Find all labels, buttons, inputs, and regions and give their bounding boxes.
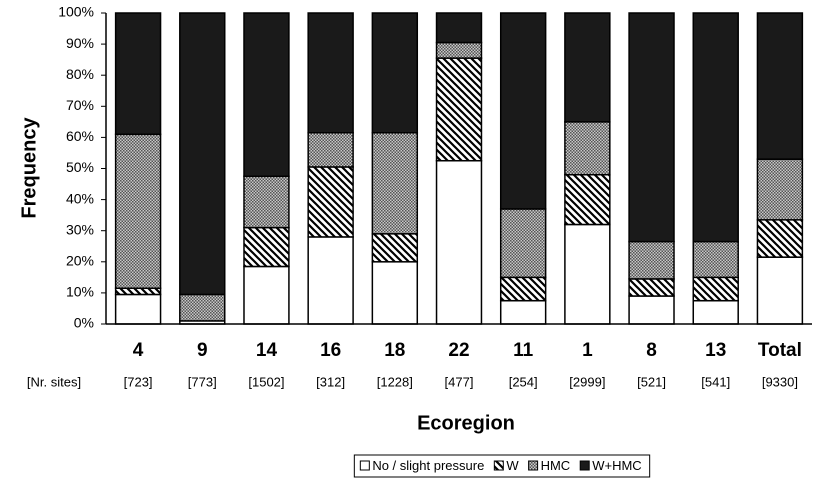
legend-swatch [359, 460, 370, 471]
y-tick-label: 30% [66, 221, 94, 237]
x-tick-label: Total [758, 340, 802, 361]
legend: No / slight pressure W HMC W+HMC [353, 454, 651, 478]
bar-segment [371, 233, 419, 263]
y-tick-label: 50% [66, 159, 94, 175]
x-tick-label: 8 [646, 340, 657, 361]
site-count: [312] [316, 374, 345, 389]
x-tick-label: 9 [197, 340, 208, 361]
legend-label: No / slight pressure [372, 458, 484, 473]
bar-segment [756, 256, 804, 325]
x-tick-label: 11 [513, 340, 534, 361]
bar-segment [628, 295, 675, 325]
y-axis-title: Frequency [18, 117, 40, 219]
site-count: [1502] [248, 374, 284, 389]
bar-segment [756, 219, 804, 258]
bar-segment [435, 57, 483, 162]
bar-segment [499, 299, 547, 325]
x-tick-label: 13 [705, 340, 726, 361]
site-count: [477] [445, 374, 474, 389]
y-tick-label: 90% [66, 35, 94, 51]
bar-segment [628, 12, 675, 243]
y-tick-label: 100% [58, 4, 94, 20]
site-count: [9330] [762, 374, 798, 389]
y-tick-label: 10% [66, 284, 94, 300]
bar-segment [114, 12, 162, 136]
bar-segment [307, 166, 354, 238]
bar-segment [307, 131, 354, 168]
y-tick-label: 60% [66, 128, 94, 144]
bar-segment [371, 131, 419, 235]
x-tick-label: 18 [384, 340, 405, 361]
x-tick-label: 14 [256, 340, 278, 361]
bar-segment [114, 293, 162, 325]
bar-segment [692, 276, 739, 302]
legend-label: HMC [541, 458, 571, 473]
bar-segment [499, 12, 547, 210]
bar-segment [499, 276, 547, 302]
site-count: [541] [701, 374, 730, 389]
bar-segment [564, 173, 611, 226]
bar-segment [114, 287, 162, 296]
bar-segment [371, 12, 419, 134]
legend-label: W [506, 458, 519, 473]
site-count: [1228] [377, 374, 413, 389]
bar-segment [435, 41, 483, 59]
x-tick-label: 1 [582, 340, 593, 361]
bar-segment [564, 121, 611, 176]
legend-swatch [493, 460, 504, 471]
bar-segment [243, 226, 290, 268]
site-counts-label: [Nr. sites] [27, 374, 81, 389]
bar-segment [179, 293, 226, 322]
bar-segment [756, 12, 804, 160]
y-tick-label: 0% [74, 315, 94, 331]
legend-swatch [579, 460, 590, 471]
bar-segment [692, 299, 739, 325]
bar-segment [307, 236, 354, 325]
y-tick-label: 70% [66, 97, 94, 113]
bar-segment [243, 12, 290, 178]
bar-segment [114, 133, 162, 289]
y-tick-label: 80% [66, 66, 94, 82]
bar-segment [628, 240, 675, 280]
bar-segment [564, 223, 611, 325]
bar-segment [435, 12, 483, 44]
bar-segment [243, 265, 290, 325]
x-tick-label: 16 [320, 340, 341, 361]
site-count: [723] [124, 374, 153, 389]
legend-label: W+HMC [592, 458, 641, 473]
bar-segment [243, 175, 290, 229]
site-count: [254] [509, 374, 538, 389]
site-count: [2999] [569, 374, 605, 389]
bar-segment [371, 261, 419, 325]
bar-segment [499, 208, 547, 279]
site-count: [521] [637, 374, 666, 389]
bar-segment [179, 12, 226, 296]
x-axis-title: Ecoregion [417, 412, 515, 434]
bar-segment [564, 12, 611, 123]
y-tick-label: 40% [66, 190, 94, 206]
legend-swatch [528, 460, 539, 471]
bar-segment [628, 278, 675, 297]
bar-segment [692, 12, 739, 243]
site-count: [773] [188, 374, 217, 389]
bar-segment [307, 12, 354, 134]
y-tick-label: 20% [66, 253, 94, 269]
bar-segment [756, 158, 804, 221]
bar-segment [435, 159, 483, 325]
bar-segment [692, 240, 739, 279]
x-tick-label: 4 [133, 340, 144, 361]
x-tick-label: 22 [448, 340, 469, 361]
